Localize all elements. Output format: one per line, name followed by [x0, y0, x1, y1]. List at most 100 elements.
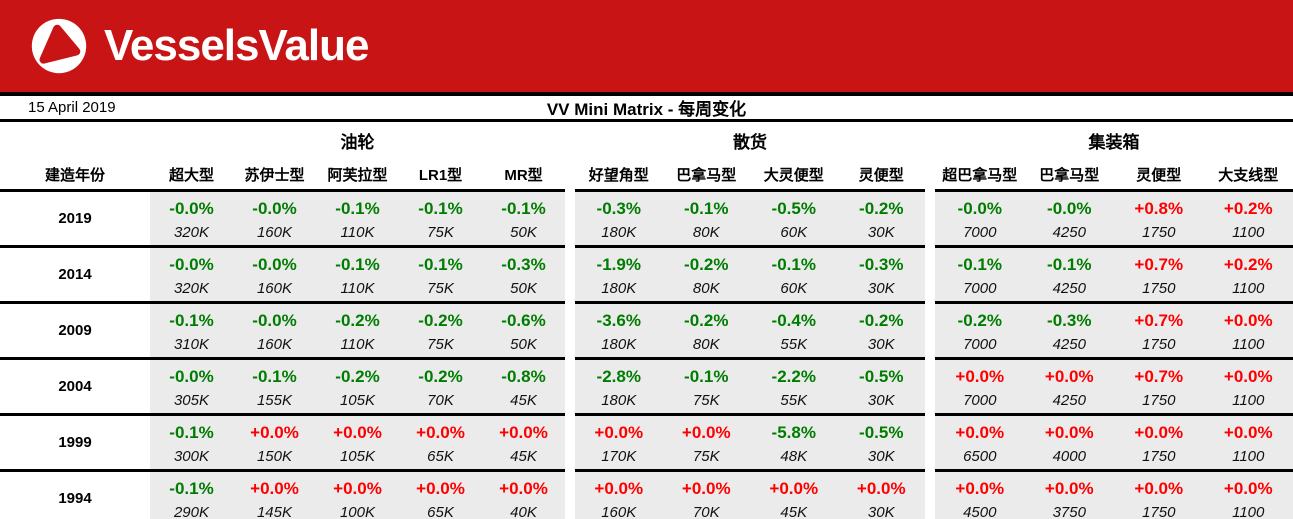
value-cell: +0.0% 45K — [482, 413, 565, 469]
value-cell: -5.8% 48K — [750, 413, 838, 469]
vessel-size-value: 105K — [339, 392, 376, 409]
vessel-size-value: 160K — [256, 336, 293, 353]
weekly-change-value: -0.1% — [418, 255, 463, 274]
vessel-size-value: 4250 — [1052, 280, 1086, 297]
group-gap — [565, 412, 575, 413]
vessel-size-value: 160K — [256, 280, 293, 297]
value-cell: -0.3% 30K — [837, 245, 925, 301]
column-header-row: 建造年份 超大型 苏伊士型 阿芙拉型 LR1型 MR型 好望角型 巴拿马型 大灵便型 灵便型 超巴拿… — [0, 155, 1293, 189]
weekly-change-value: +0.0% — [416, 423, 465, 442]
value-cell: +0.0% 1100 — [1203, 357, 1293, 413]
value-cell: -0.8% 45K — [482, 357, 565, 413]
value-cell: +0.0% 70K — [662, 469, 750, 519]
vessel-size-value: 145K — [256, 504, 293, 519]
value-cell: +0.0% 7000 — [935, 357, 1025, 413]
weekly-change-value: +0.0% — [1134, 479, 1184, 498]
value-cell: +0.8% 1750 — [1114, 189, 1204, 245]
vessel-size-value: 180K — [601, 392, 637, 409]
table-row: 1999 -0.1% 300K +0.0% 150K +0.0% 105K +0.0% 65K +… — [0, 413, 1293, 469]
vessel-size-value: 50K — [510, 336, 537, 353]
column-header: LR1型 — [418, 166, 463, 184]
vessel-size-value: 1100 — [1232, 392, 1265, 409]
weekly-change-value: -2.2% — [771, 367, 816, 386]
weekly-change-value: -0.1% — [335, 255, 380, 274]
vessel-size-value: 300K — [173, 448, 210, 465]
vessel-size-value: 30K — [867, 280, 895, 297]
value-cell: -0.0% 160K — [233, 189, 316, 245]
weekly-change-value: +0.0% — [1223, 311, 1273, 330]
weekly-change-value: -0.2% — [335, 311, 380, 330]
group-gap — [925, 356, 935, 357]
vessel-size-value: 45K — [510, 448, 537, 465]
value-cell: +0.0% 65K — [399, 469, 482, 519]
weekly-change-value: +0.8% — [1134, 199, 1184, 218]
value-cell: -0.1% 60K — [750, 245, 838, 301]
weekly-change-value: +0.0% — [1223, 423, 1273, 442]
weekly-change-value: -0.0% — [169, 255, 214, 274]
vessel-size-value: 45K — [510, 392, 537, 409]
vessel-size-value: 30K — [867, 224, 895, 241]
column-header: 巴拿马型 — [676, 166, 737, 184]
weekly-change-value: -0.5% — [859, 423, 904, 442]
weekly-change-value: +0.0% — [681, 423, 731, 442]
column-header: 巴拿马型 — [1039, 166, 1100, 184]
group-label: 集装箱 — [1088, 133, 1140, 152]
weekly-change-value: +0.0% — [1044, 479, 1094, 498]
weekly-change-value: +0.0% — [499, 423, 548, 442]
group-gap — [925, 300, 935, 301]
vessel-size-value: 4000 — [1052, 448, 1086, 465]
weekly-change-value: -1.9% — [596, 255, 641, 274]
value-cell: +0.0% 65K — [399, 413, 482, 469]
weekly-change-value: -0.2% — [684, 311, 729, 330]
vessel-size-value: 1100 — [1232, 504, 1265, 519]
year-cell: 1999 — [0, 413, 150, 469]
value-cell: -0.1% 290K — [150, 469, 233, 519]
value-cell: -0.1% 110K — [316, 245, 399, 301]
vessel-size-value: 4250 — [1052, 392, 1086, 409]
vessel-size-value: 75K — [692, 392, 720, 409]
vessel-size-value: 170K — [601, 448, 637, 465]
weekly-change-value: +0.7% — [1134, 255, 1184, 274]
weekly-change-value: -0.1% — [957, 255, 1002, 274]
value-cell: +0.0% 1100 — [1203, 301, 1293, 357]
value-cell: +0.0% 150K — [233, 413, 316, 469]
vessel-size-value: 1750 — [1142, 448, 1176, 465]
value-cell: -0.1% 75K — [662, 357, 750, 413]
weekly-change-value: +0.0% — [594, 479, 644, 498]
column-header: 超巴拿马型 — [942, 166, 1018, 184]
group-gap — [565, 300, 575, 301]
value-cell: +0.0% 3750 — [1024, 469, 1114, 519]
vessel-size-value: 55K — [780, 392, 808, 409]
value-cell: -0.0% 160K — [233, 245, 316, 301]
weekly-change-value: -0.4% — [771, 311, 816, 330]
weekly-change-value: -3.6% — [596, 311, 641, 330]
weekly-change-value: +0.0% — [955, 479, 1005, 498]
vessel-size-value: 48K — [780, 448, 808, 465]
value-cell: +0.0% 170K — [575, 413, 663, 469]
weekly-change-value: -0.1% — [252, 367, 297, 386]
weekly-change-value: -0.2% — [418, 367, 463, 386]
value-cell: -3.6% 180K — [575, 301, 663, 357]
value-cell: -0.5% 60K — [750, 189, 838, 245]
value-cell: -0.1% 80K — [662, 189, 750, 245]
year-cell: 2019 — [0, 189, 150, 245]
weekly-change-value: -0.2% — [684, 255, 729, 274]
vessel-size-value: 60K — [780, 280, 808, 297]
weekly-change-value: -0.2% — [957, 311, 1002, 330]
weekly-change-value: +0.0% — [250, 479, 299, 498]
vessel-size-value: 80K — [692, 336, 720, 353]
value-cell: +0.0% 1750 — [1114, 413, 1204, 469]
value-cell: -0.3% 180K — [575, 189, 663, 245]
group-gap — [565, 356, 575, 357]
matrix-table: 油轮 散货 集装箱 建造年份 超大型 苏伊士型 阿芙拉型 LR1型 MR型 好望角型 巴拿马型 大灵便… — [0, 122, 1293, 519]
value-cell: +0.0% 75K — [662, 413, 750, 469]
value-cell: +0.0% 1100 — [1203, 413, 1293, 469]
vessel-size-value: 40K — [510, 504, 537, 519]
group-gap — [925, 244, 935, 245]
weekly-change-value: -0.1% — [684, 367, 729, 386]
weekly-change-value: -0.2% — [418, 311, 463, 330]
weekly-change-value: -2.8% — [596, 367, 641, 386]
vessel-size-value: 105K — [339, 448, 376, 465]
weekly-change-value: +0.0% — [1134, 423, 1184, 442]
weekly-change-value: +0.2% — [1223, 255, 1273, 274]
